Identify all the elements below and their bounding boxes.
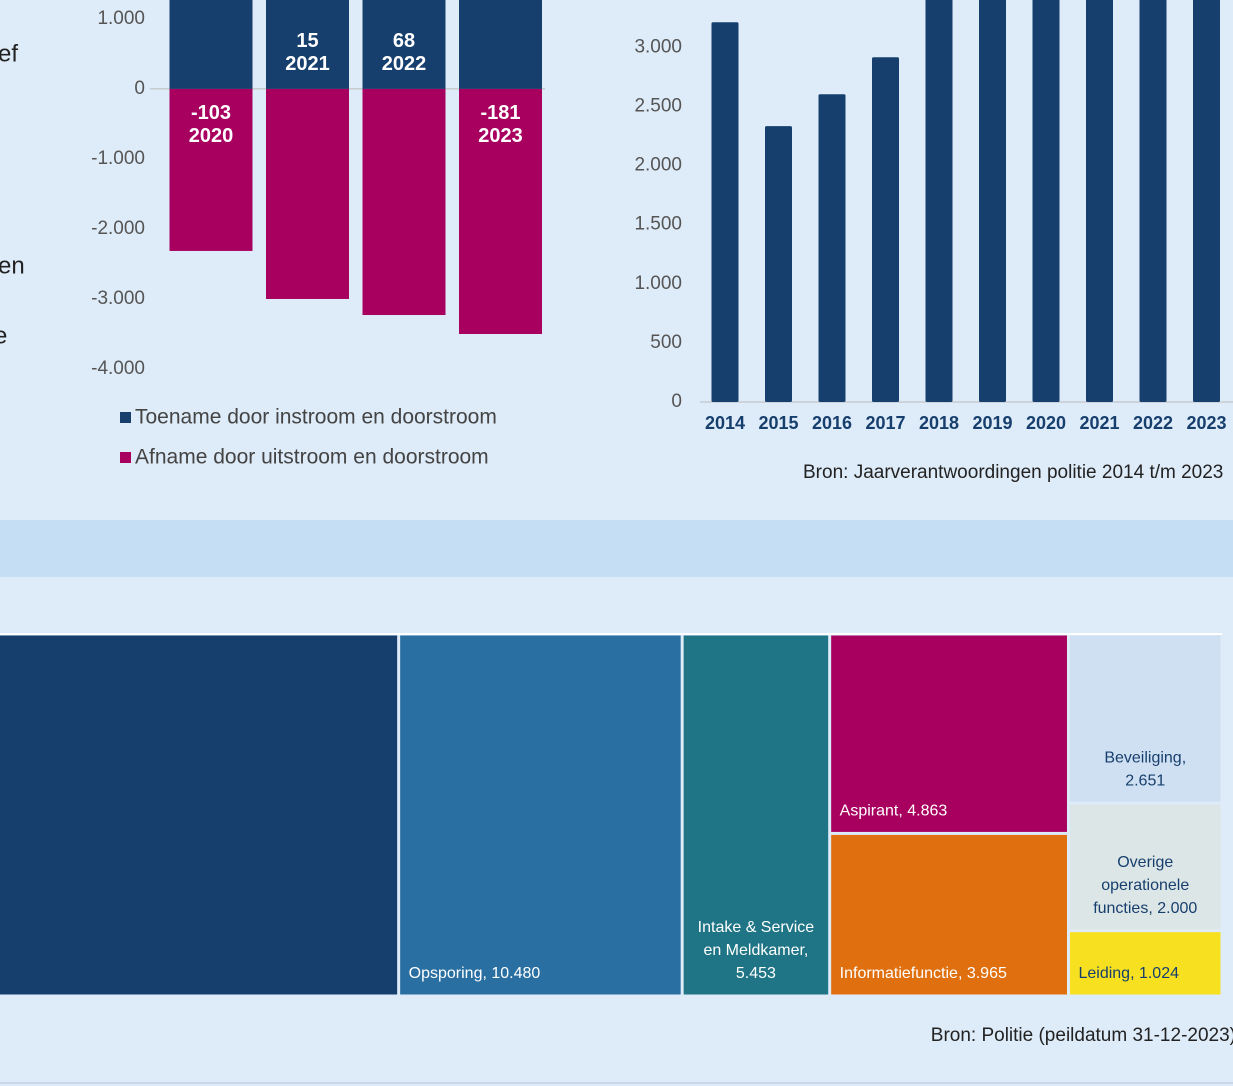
treemap-label: Informatiefunctie, 3.965 xyxy=(840,965,1007,982)
section-band xyxy=(0,520,1233,577)
treemap-label: Aspirant, 4.863 xyxy=(840,803,948,820)
net-category: 2020 xyxy=(189,125,234,147)
y-tick-label: -1.000 xyxy=(91,148,145,169)
bar xyxy=(169,0,253,89)
y-tick-label: -4.000 xyxy=(91,358,145,379)
treemap-label: Opsporing, 10.480 xyxy=(409,965,541,982)
net-label: -181 xyxy=(480,102,520,124)
y-tick-label: 3.000 xyxy=(634,36,682,57)
legend-label: Toename door instroom en doorstroom xyxy=(135,406,497,429)
x-tick-label: 2020 xyxy=(1026,413,1066,433)
y-tick-label: -3.000 xyxy=(91,288,145,309)
bar xyxy=(1086,0,1113,402)
y-tick-label: 1.000 xyxy=(634,273,682,294)
x-tick-label: 2018 xyxy=(919,413,959,433)
text-fragment: ef xyxy=(0,40,18,67)
source: Bron: Jaarverantwoordingen politie 2014 … xyxy=(803,462,1223,483)
treemap-label: functies, 2.000 xyxy=(1093,900,1197,917)
treemap-cell xyxy=(0,635,398,995)
x-tick-label: 2015 xyxy=(758,413,798,433)
bar xyxy=(925,0,953,402)
bar xyxy=(872,57,899,402)
x-tick-label: 2021 xyxy=(1079,413,1119,433)
treemap-label: Intake & Service xyxy=(698,919,815,936)
bar xyxy=(459,88,542,334)
treemap-cell xyxy=(1069,804,1221,930)
net-category: 2023 xyxy=(478,125,523,147)
net-category: 2022 xyxy=(382,53,427,75)
y-tick-label: 1.000 xyxy=(97,8,145,29)
x-tick-label: 2017 xyxy=(865,413,905,433)
bar xyxy=(1032,0,1060,402)
y-tick-label: 0 xyxy=(671,391,682,412)
x-tick-label: 2022 xyxy=(1133,413,1173,433)
y-tick-label: 2.500 xyxy=(634,95,682,116)
legend-label: Afname door uitstroom en doorstroom xyxy=(135,446,489,469)
treemap-cell xyxy=(1069,635,1221,802)
legend-swatch xyxy=(120,452,131,463)
treemap-label: Leiding, 1.024 xyxy=(1078,965,1179,982)
treemap-cell xyxy=(831,635,1067,832)
treemap-label: 5.453 xyxy=(736,965,776,982)
treemap-label: operationele xyxy=(1101,877,1189,894)
treemap-cell xyxy=(400,635,681,995)
net-label: 68 xyxy=(393,30,415,52)
source: Bron: Politie (peildatum 31-12-2023) xyxy=(931,1025,1233,1046)
bar xyxy=(711,22,739,402)
x-tick-label: 2019 xyxy=(972,413,1012,433)
bar xyxy=(362,0,446,89)
bar xyxy=(979,0,1006,402)
y-tick-label: 500 xyxy=(650,332,682,353)
x-tick-label: 2023 xyxy=(1186,413,1226,433)
bar xyxy=(1193,0,1220,402)
treemap-label: 2.651 xyxy=(1125,772,1165,789)
y-tick-label: 2.000 xyxy=(634,155,682,176)
x-tick-label: 2014 xyxy=(705,413,745,433)
bar xyxy=(266,88,349,299)
x-tick-label: 2016 xyxy=(812,413,852,433)
y-tick-label: -2.000 xyxy=(91,218,145,239)
y-tick-label: 1.500 xyxy=(634,214,682,235)
net-category: 2021 xyxy=(285,53,330,75)
bar xyxy=(1139,0,1167,402)
bar xyxy=(266,0,349,89)
bar xyxy=(459,0,542,89)
treemap-label: en Meldkamer, xyxy=(703,942,808,959)
bar xyxy=(169,88,253,251)
net-label: -103 xyxy=(191,102,231,124)
treemap-label: Overige xyxy=(1117,854,1173,871)
bar xyxy=(818,94,846,403)
treemap-cell xyxy=(1069,932,1221,995)
text-fragment: e xyxy=(0,322,7,349)
treemap-label: Beveiliging, xyxy=(1104,749,1186,766)
text-fragment: en xyxy=(0,252,25,279)
treemap-cell xyxy=(683,635,829,995)
net-label: 15 xyxy=(296,30,318,52)
legend-swatch xyxy=(120,412,131,423)
bar xyxy=(765,126,792,403)
y-tick-label: 0 xyxy=(134,78,145,99)
bar xyxy=(362,88,446,316)
treemap-cell xyxy=(831,834,1067,995)
